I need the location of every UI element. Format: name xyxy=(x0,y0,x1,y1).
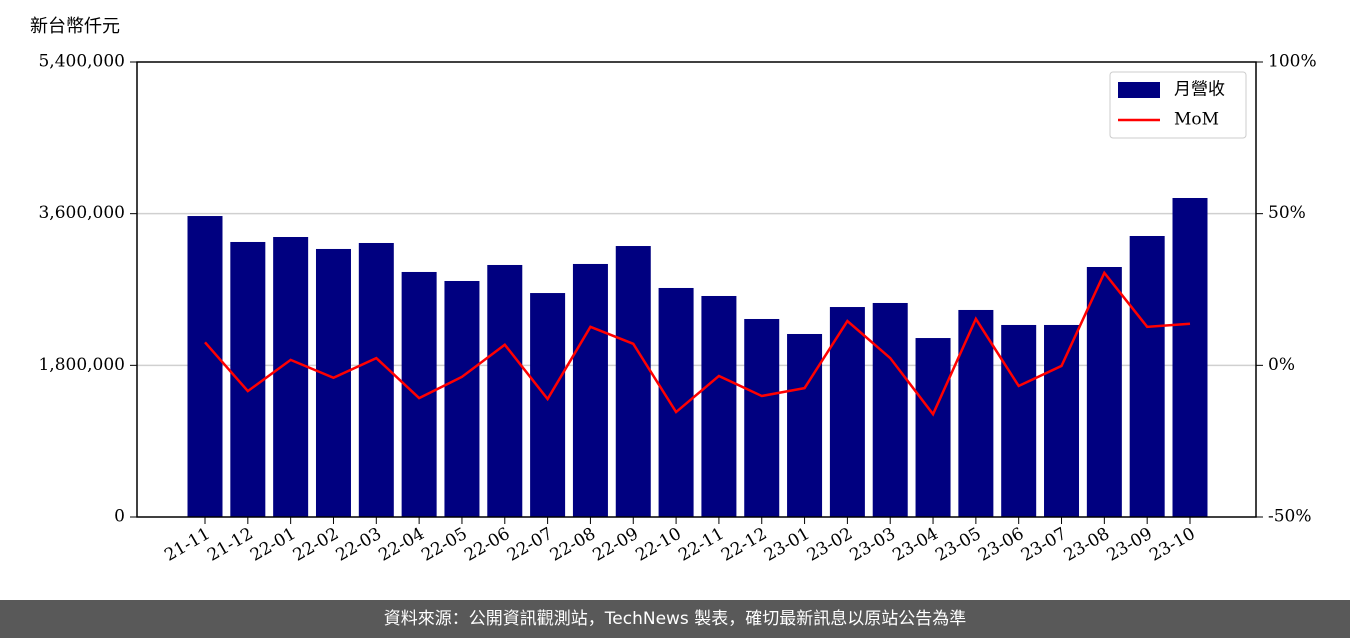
x-tick-label: 23-10 xyxy=(1146,524,1198,566)
x-tick-label: 23-08 xyxy=(1061,524,1113,566)
x-tick-group: 22-01 xyxy=(247,524,299,566)
footer: 資料來源：公開資訊觀測站，TechNews 製表，確切最新訊息以原站公告為準 xyxy=(0,600,1350,638)
bar xyxy=(401,271,437,517)
x-tick-label: 23-07 xyxy=(1018,524,1070,566)
bar xyxy=(1086,267,1122,517)
bar xyxy=(1172,197,1208,517)
bar xyxy=(230,241,266,517)
y-axis-label: 新台幣仟元 xyxy=(30,16,120,37)
y-tick-label: 5,400,000 xyxy=(38,52,125,72)
x-tick-group: 23-05 xyxy=(932,524,984,566)
x-tick-group: 22-05 xyxy=(418,524,470,566)
bar xyxy=(572,263,608,517)
x-tick-label: 21-11 xyxy=(161,524,213,566)
bar xyxy=(787,333,823,517)
bar xyxy=(444,280,480,517)
bar xyxy=(1001,324,1037,517)
bar xyxy=(872,302,908,517)
bar xyxy=(273,237,309,518)
legend-label: 月營收 xyxy=(1174,80,1225,100)
bar xyxy=(187,216,223,517)
x-tick-group: 23-10 xyxy=(1146,524,1198,566)
x-tick-label: 21-12 xyxy=(204,524,256,566)
bar xyxy=(701,295,737,517)
x-tick-label: 23-04 xyxy=(889,524,941,566)
x-tick-group: 22-09 xyxy=(590,524,642,566)
bar xyxy=(829,307,865,517)
x-tick-label: 22-09 xyxy=(590,524,642,566)
legend-label: MoM xyxy=(1174,110,1219,130)
bar xyxy=(530,293,566,517)
y2-tick-label: 0% xyxy=(1268,355,1295,375)
bar xyxy=(315,248,351,517)
x-tick-group: 22-10 xyxy=(632,524,684,566)
bar xyxy=(958,309,994,517)
x-tick-label: 22-02 xyxy=(290,524,342,566)
x-tick-group: 21-11 xyxy=(161,524,213,566)
x-tick-label: 22-03 xyxy=(333,524,385,566)
x-tick-group: 22-07 xyxy=(504,524,556,566)
plot-frame xyxy=(136,61,1257,518)
y2-tick-label: 50% xyxy=(1268,203,1306,223)
x-tick-group: 23-04 xyxy=(889,524,941,566)
x-tick-group: 23-01 xyxy=(761,524,813,566)
x-tick-label: 22-08 xyxy=(547,524,599,566)
x-tick-label: 23-05 xyxy=(932,524,984,566)
x-tick-label: 22-01 xyxy=(247,524,299,566)
x-tick-group: 23-07 xyxy=(1018,524,1070,566)
x-tick-group: 22-03 xyxy=(333,524,385,566)
x-tick-group: 23-06 xyxy=(975,524,1027,566)
x-tick-group: 22-08 xyxy=(547,524,599,566)
bar xyxy=(744,318,780,517)
x-tick-group: 22-11 xyxy=(675,524,727,566)
x-tick-group: 22-12 xyxy=(718,524,770,566)
y-tick-label: 0 xyxy=(114,507,125,527)
bar xyxy=(915,338,951,517)
x-tick-group: 23-09 xyxy=(1103,524,1155,566)
bar xyxy=(358,242,394,517)
x-tick-group: 22-02 xyxy=(290,524,342,566)
x-tick-group: 22-04 xyxy=(375,524,427,566)
x-tick-label: 22-10 xyxy=(632,524,684,566)
x-tick-group: 21-12 xyxy=(204,524,256,566)
x-tick-label: 22-12 xyxy=(718,524,770,566)
bar xyxy=(615,246,651,517)
y-tick-label: 3,600,000 xyxy=(38,203,125,223)
y2-tick-label: 100% xyxy=(1268,52,1317,72)
chart: 新台幣仟元 0 1,800,000 3,600,000 5,400,000 -50% 0%… xyxy=(30,16,1317,566)
line xyxy=(204,270,1191,417)
x-tick-group: 23-08 xyxy=(1061,524,1113,566)
x-tick-label: 23-01 xyxy=(761,524,813,566)
bar xyxy=(1044,324,1080,517)
x-tick-label: 23-09 xyxy=(1103,524,1155,566)
x-tick-group: 23-02 xyxy=(804,524,856,566)
x-tick-label: 22-11 xyxy=(675,524,727,566)
x-tick-label: 22-06 xyxy=(461,524,513,566)
y-tick-label: 1,800,000 xyxy=(38,355,125,375)
bar xyxy=(1129,235,1165,518)
legend-swatch xyxy=(1118,82,1160,98)
x-tick-group: 23-03 xyxy=(847,524,899,566)
y2-tick-label: -50% xyxy=(1268,507,1312,527)
x-tick-label: 23-06 xyxy=(975,524,1027,566)
x-tick-label: 22-05 xyxy=(418,524,470,566)
bar xyxy=(487,264,523,517)
x-tick-label: 22-04 xyxy=(375,524,427,566)
x-tick-label: 23-03 xyxy=(847,524,899,566)
x-tick-label: 23-02 xyxy=(804,524,856,566)
x-tick-label: 22-07 xyxy=(504,524,556,566)
x-tick-group: 22-06 xyxy=(461,524,513,566)
